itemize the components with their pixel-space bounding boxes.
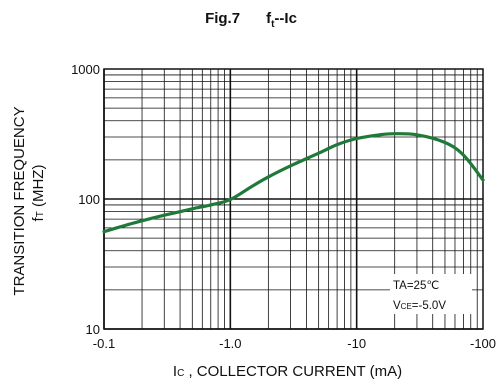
y-axis-label: TRANSITION FREQUENCY bbox=[11, 106, 28, 295]
y-axis-label-rest: (MHZ) bbox=[30, 165, 47, 212]
voltage-note-main: V bbox=[393, 300, 401, 312]
figure-title: Fig.7 ft--Ic bbox=[0, 10, 502, 30]
x-tick-label: -0.1 bbox=[93, 336, 115, 351]
x-tick-label: -100 bbox=[470, 336, 496, 351]
series-line bbox=[102, 132, 485, 234]
x-axis-label: IC , COLLECTOR CURRENT (mA) bbox=[173, 363, 402, 380]
x-axis-label-main: I bbox=[173, 363, 177, 380]
figure-title-sub: t bbox=[271, 19, 275, 30]
x-tick-label: -10 bbox=[347, 336, 366, 351]
temperature-note: TA=25℃ bbox=[393, 280, 439, 292]
figure-title-main: f bbox=[266, 10, 272, 27]
condition-box: TA=25℃ VCE=-5.0V bbox=[390, 274, 472, 314]
temperature-note-main: TA=25 bbox=[393, 280, 426, 292]
voltage-note-sub: CE bbox=[401, 302, 412, 311]
x-tick-label: -1.0 bbox=[219, 336, 241, 351]
y-tick-label: 10 bbox=[86, 322, 100, 337]
x-axis-label-rest: , COLLECTOR CURRENT (mA) bbox=[184, 363, 402, 380]
y-axis-label-symbol-sub: T bbox=[35, 211, 46, 217]
voltage-note-rest: =-5.0V bbox=[412, 300, 447, 312]
y-tick-labels: 10 100 1000 bbox=[71, 62, 100, 337]
temperature-note-unit: ℃ bbox=[426, 280, 439, 292]
x-tick-labels: -0.1 -1.0 -10 -100 bbox=[93, 336, 496, 351]
figure-title-rest: --Ic bbox=[274, 10, 297, 27]
figure-number: Fig.7 bbox=[205, 10, 241, 27]
voltage-note: VCE=-5.0V bbox=[393, 300, 446, 312]
plot-frame bbox=[103, 68, 484, 330]
y-tick-label: 100 bbox=[78, 192, 100, 207]
condition-box-background bbox=[390, 274, 472, 314]
y-axis-label-symbol: f bbox=[30, 216, 47, 221]
y-axis-label-unit: fT (MHZ) bbox=[30, 165, 47, 222]
y-tick-label: 1000 bbox=[71, 62, 100, 77]
x-axis-label-sub: C bbox=[177, 368, 184, 379]
